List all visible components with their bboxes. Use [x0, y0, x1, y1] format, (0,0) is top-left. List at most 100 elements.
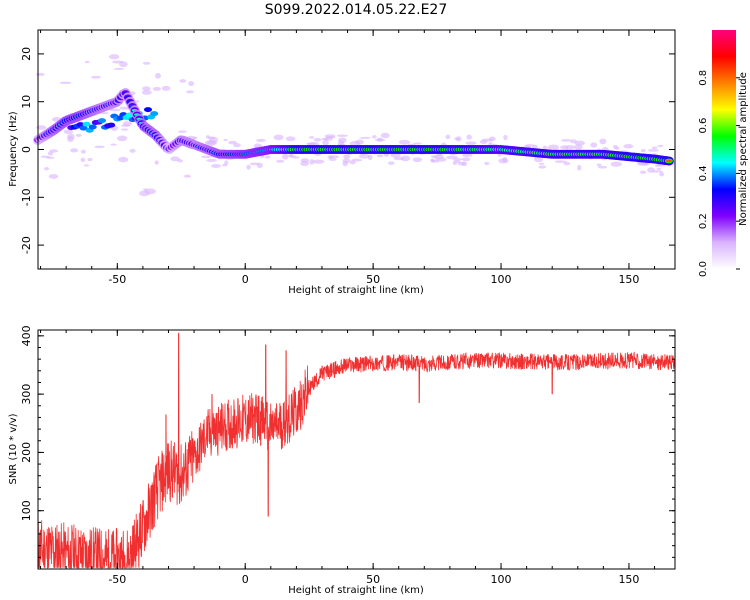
spectrogram-halo — [285, 136, 296, 142]
spectrogram-halo — [639, 170, 647, 174]
spectrogram-halo — [372, 135, 377, 139]
spectrogram-halo — [84, 60, 90, 64]
spectrogram-halo — [651, 146, 658, 150]
spectrogram-halo — [287, 155, 296, 158]
spectrogram-halo — [117, 135, 128, 142]
spectrogram-y-tick-label: 0 — [20, 146, 33, 153]
spectrogram-halo — [207, 136, 215, 140]
spectrogram-y-tick-label: 10 — [20, 95, 33, 109]
spectrogram-halo — [110, 143, 117, 146]
spectrogram-halo — [462, 153, 473, 158]
spectrogram-halo — [40, 155, 51, 158]
spectrogram-halo — [120, 124, 131, 127]
spectrogram-halo — [224, 160, 229, 166]
spectrogram-branch-cell — [88, 124, 97, 130]
spectrogram-halo — [48, 174, 59, 179]
spectrogram-halo — [445, 134, 451, 140]
spectrogram-halo — [154, 160, 159, 165]
spectrogram-halo — [91, 75, 101, 79]
spectrogram-halo — [129, 148, 136, 153]
spectrogram-halo — [120, 128, 129, 131]
spectrogram-halo — [387, 161, 395, 165]
spectrogram-branch-cell — [150, 111, 159, 117]
spectrogram-halo — [188, 81, 195, 87]
spectrogram-halo — [134, 100, 140, 103]
spectrogram-halo — [281, 153, 289, 160]
spectrogram-halo — [659, 171, 665, 177]
snr-x-tick-label: 50 — [366, 573, 380, 586]
spectrogram-halo — [44, 167, 50, 171]
spectrogram-halo — [538, 162, 545, 165]
spectrogram-halo — [320, 137, 329, 141]
spectrogram-halo — [577, 164, 582, 171]
spectrogram-halo — [80, 157, 86, 163]
colorbar-gradient — [712, 30, 736, 269]
spectrogram-halo — [152, 86, 161, 91]
spectrogram-halo — [376, 154, 384, 158]
spectrogram-halo — [70, 148, 79, 153]
spectrogram-halo — [547, 144, 560, 151]
spectrogram-halo — [647, 167, 656, 173]
spectrogram-x-tick-label: 100 — [491, 273, 512, 286]
spectrogram-halo — [398, 139, 411, 145]
spectrogram-halo — [656, 167, 662, 170]
spectrogram-halo — [498, 158, 509, 164]
spectrogram-marks — [33, 54, 676, 197]
spectrogram-halo — [59, 81, 72, 85]
spectrogram-branch-cell — [97, 118, 106, 124]
spectrogram-y-tick-label: -10 — [20, 188, 33, 206]
snr-x-tick-label: 100 — [491, 573, 512, 586]
spectrogram-halo — [67, 136, 74, 142]
spectrogram-halo — [597, 165, 608, 169]
spectrogram-halo — [223, 138, 228, 142]
spectrogram-halo — [312, 159, 325, 164]
snr-x-tick-label: 150 — [618, 573, 639, 586]
spectrogram-halo — [255, 138, 266, 142]
spectrogram-halo — [143, 188, 148, 191]
spectrogram-halo — [141, 90, 152, 95]
snr-x-axis-label: Height of straight line (km) — [288, 585, 424, 596]
spectrogram-halo — [390, 152, 401, 158]
spectrogram-halo — [119, 61, 128, 68]
spectrogram-x-tick-label: 50 — [366, 273, 380, 286]
spectrogram-halo — [246, 164, 251, 170]
colorbar-tick-label: 0.2 — [698, 213, 709, 229]
spectrogram-halo — [300, 160, 309, 167]
spectrogram-halo — [565, 145, 575, 150]
spectrogram-halo — [233, 143, 241, 148]
spectrogram-halo — [309, 159, 315, 165]
spectrogram-halo — [170, 156, 180, 162]
spectrogram-halo — [446, 155, 458, 160]
spectrogram-halo — [326, 136, 336, 139]
spectrogram-halo — [349, 160, 356, 165]
spectrogram-halo — [206, 140, 218, 145]
spectrogram-y-tick-label: -20 — [20, 236, 33, 254]
spectrogram-halo — [412, 157, 423, 163]
spectrogram-halo — [142, 61, 151, 65]
spectrogram-halo — [503, 134, 508, 141]
spectrogram-halo — [623, 144, 634, 149]
spectrogram-halo — [430, 158, 435, 162]
spectrogram-halo — [610, 161, 622, 167]
spectrogram-x-tick-label: -50 — [108, 273, 126, 286]
spectrogram-halo — [94, 145, 105, 149]
spectrogram-x-axis-label: Height of straight line (km) — [288, 285, 424, 296]
spectrogram-halo — [342, 158, 351, 164]
colorbar-tick-label: 0.8 — [698, 70, 709, 86]
spectrogram-halo — [83, 164, 90, 167]
spectrogram-halo — [118, 156, 129, 163]
spectrogram-halo — [47, 151, 54, 156]
spectrogram-halo — [292, 156, 300, 159]
spectrogram-halo — [273, 134, 284, 141]
spectrogram-halo — [599, 138, 607, 145]
spectrogram-halo — [142, 86, 151, 91]
spectrogram-halo — [36, 125, 47, 130]
spectrogram-halo — [358, 153, 370, 159]
spectrogram-halo — [313, 137, 322, 142]
spectrogram-halo — [80, 149, 86, 154]
spectrogram-halo — [183, 174, 191, 178]
spectrogram-halo — [614, 146, 620, 150]
spectrogram-halo — [554, 160, 567, 163]
spectrogram-halo — [484, 161, 490, 166]
